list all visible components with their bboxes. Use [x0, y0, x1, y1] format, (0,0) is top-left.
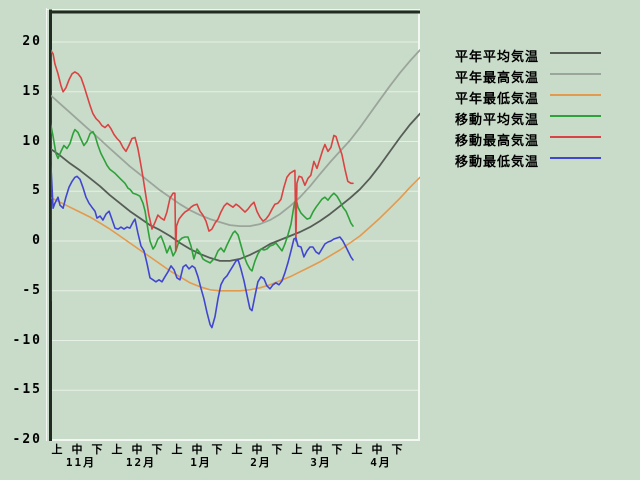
legend-item: 移動最高気温: [455, 127, 625, 149]
legend-item: 平年最低気温: [455, 85, 625, 107]
y-tick-label: -5: [22, 282, 42, 298]
x-tick-label: 上: [51, 443, 63, 456]
y-tick-label: 20: [22, 34, 42, 49]
x-tick-label: 下: [271, 443, 283, 456]
x-month-label: 1月: [190, 456, 212, 469]
x-tick-label: 上: [231, 443, 243, 456]
x-tick-label: 上: [171, 443, 183, 456]
series-group: [51, 49, 420, 329]
legend: 平年平均気温 平年最高気温 平年最低気温 移動平均気温 移動最高気温 移動最低気…: [455, 43, 625, 170]
legend-label: 平年最低気温: [455, 92, 540, 107]
x-tick-label: 中: [191, 443, 203, 456]
x-tick-label: 中: [251, 443, 263, 456]
x-month-label: 4月: [370, 456, 392, 469]
line-swatch-heinen-max: [550, 73, 601, 75]
legend-item: 移動最低気温: [455, 148, 625, 170]
legend-label: 平年平均気温: [455, 50, 540, 65]
x-month-label: 3月: [310, 456, 332, 469]
line-swatch-heinen-avg: [550, 52, 601, 54]
series-移動最高気温: [51, 49, 354, 252]
x-tick-label: 下: [211, 443, 223, 456]
series-平年最高気温: [51, 49, 420, 228]
series-平年最低気温: [51, 176, 420, 292]
x-tick-label: 中: [71, 443, 83, 456]
legend-label: 移動最高気温: [455, 134, 540, 149]
line-swatch-heinen-min: [550, 94, 601, 96]
series-移動平均気温: [51, 122, 354, 302]
legend-label: 平年最高気温: [455, 71, 540, 86]
y-tick-label: 0: [32, 233, 42, 248]
x-tick-label: 下: [331, 443, 343, 456]
x-tick-label: 中: [131, 443, 143, 456]
line-swatch-ido-avg: [550, 115, 601, 117]
x-month-label: 12月: [125, 456, 157, 469]
series-平年平均気温: [51, 112, 420, 262]
x-month-label: 2月: [250, 456, 272, 469]
x-tick-label: 上: [111, 443, 123, 456]
y-tick-label: 5: [32, 183, 42, 199]
x-tick-label: 中: [311, 443, 323, 456]
y-tick-label: 15: [22, 83, 42, 99]
y-tick-label: 10: [22, 133, 42, 149]
x-tick-label: 上: [291, 443, 303, 456]
legend-item: 平年最高気温: [455, 64, 625, 86]
x-tick-label: 下: [91, 443, 103, 456]
x-tick-label: 下: [391, 443, 403, 456]
y-tick-label: -15: [12, 382, 42, 398]
y-tick-label: -20: [12, 432, 42, 447]
line-swatch-ido-min: [550, 157, 601, 159]
legend-item: 平年平均気温: [455, 43, 625, 65]
line-swatch-ido-max: [550, 136, 601, 138]
x-tick-label: 中: [371, 443, 383, 456]
legend-label: 移動最低気温: [455, 155, 540, 170]
legend-item: 移動平均気温: [455, 106, 625, 128]
x-tick-label: 上: [351, 443, 363, 456]
x-month-label: 11月: [65, 456, 97, 469]
y-tick-label: -10: [12, 332, 42, 348]
x-tick-label: 下: [151, 443, 163, 456]
legend-label: 移動平均気温: [455, 113, 540, 128]
series-移動最低気温: [51, 162, 354, 329]
